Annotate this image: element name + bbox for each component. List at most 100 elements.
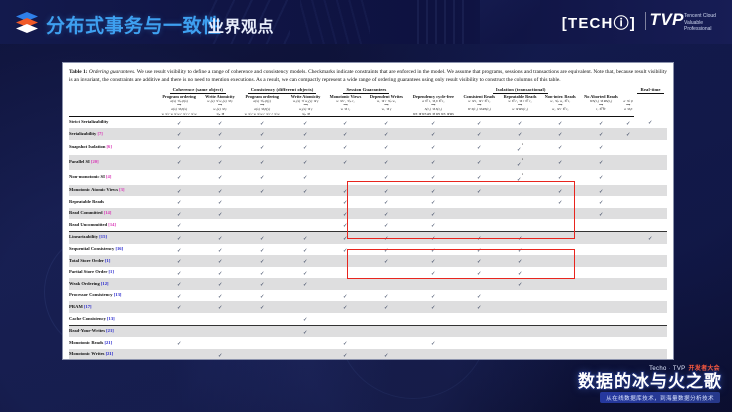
paper-table-figure: Table 1: Ordering guarantees. We use res… bbox=[62, 62, 674, 360]
check-cell: ✓ bbox=[499, 267, 540, 279]
checkmark-icon: ✓ bbox=[343, 160, 348, 167]
checkmark-icon: ✓ bbox=[343, 352, 348, 359]
check-cell: ✓ bbox=[459, 170, 499, 185]
check-cell bbox=[634, 278, 667, 290]
checkmark-icon: ✓ bbox=[176, 175, 182, 182]
check-cell: ✓ bbox=[157, 255, 201, 267]
check-cell bbox=[407, 324, 460, 338]
caption-title: Ordering guarantees. bbox=[88, 69, 136, 75]
column-note-4 bbox=[325, 111, 366, 117]
check-cell bbox=[459, 219, 499, 231]
check-cell bbox=[407, 349, 459, 359]
check-cell: ✓ bbox=[634, 230, 667, 244]
checkmark-icon: ✓ bbox=[430, 120, 436, 127]
check-cell bbox=[622, 290, 634, 302]
check-cell: ✓ bbox=[365, 255, 407, 267]
check-cell: ✓ bbox=[580, 170, 623, 185]
check-cell bbox=[365, 278, 407, 290]
check-cell bbox=[622, 324, 634, 338]
table-head: Coherence (same object) Consistency (diff… bbox=[69, 87, 667, 117]
check-cell: ✓ bbox=[157, 140, 201, 155]
checkmark-icon: ✓ bbox=[176, 120, 182, 127]
check-cell: ✓ bbox=[499, 128, 540, 140]
check-cell bbox=[499, 185, 540, 197]
group-header-label: Isolation (transactional) bbox=[492, 87, 549, 95]
check-cell: ✓ bbox=[580, 140, 623, 155]
check-cell: ✓ bbox=[541, 170, 580, 185]
checkmark-icon: ✓ bbox=[476, 132, 482, 139]
check-cell: ✓ bbox=[499, 255, 540, 267]
check-cell: ✓ bbox=[325, 230, 366, 244]
check-cell: ✓ bbox=[239, 255, 286, 267]
check-cell bbox=[499, 301, 540, 313]
check-cell: ✓ bbox=[157, 155, 201, 170]
check-cell bbox=[634, 219, 667, 231]
row-label: Total Store Order [1] bbox=[69, 257, 111, 263]
row-label: Cache Consistency [13] bbox=[69, 315, 115, 321]
checkmark-icon: ✓ bbox=[343, 211, 348, 218]
check-cell bbox=[622, 219, 634, 231]
column-header-6: Dependency cycle-free bbox=[412, 94, 454, 100]
table-corner-cell bbox=[69, 111, 157, 117]
check-cell bbox=[365, 337, 407, 349]
check-cell bbox=[622, 208, 634, 220]
checkmark-icon: ✓ bbox=[176, 211, 182, 218]
check-cell bbox=[622, 337, 634, 349]
checkmark-icon: ✓ bbox=[476, 247, 482, 254]
check-cell bbox=[157, 313, 201, 325]
footer-kicker-mid: TVP bbox=[672, 366, 686, 372]
checkmark-icon: ✓ bbox=[598, 200, 604, 207]
row-label: Monotonic Atomic Views [3] bbox=[69, 187, 125, 193]
check-cell bbox=[540, 324, 580, 338]
checkmark-icon: ✓ bbox=[598, 211, 604, 218]
group-header-label: Session Guarantees bbox=[343, 87, 390, 95]
checkmark-icon: ✓ bbox=[557, 160, 563, 167]
checkmark-icon: ✓ bbox=[259, 293, 265, 300]
table-row: Monotonic Reads [21] ✓ ✓ ✓ bbox=[69, 337, 667, 349]
checkmark-icon: ✓ bbox=[343, 293, 348, 300]
check-cell bbox=[622, 244, 634, 256]
check-cell bbox=[541, 208, 580, 220]
check-cell bbox=[459, 196, 499, 208]
checkmark-icon: ✓ bbox=[430, 188, 436, 195]
checkmark-icon: ✓ bbox=[217, 293, 223, 300]
check-cell bbox=[499, 208, 540, 220]
check-cell bbox=[201, 337, 238, 349]
checkmark-icon: ✓ bbox=[217, 352, 223, 359]
check-cell bbox=[540, 230, 580, 244]
check-cell: ✓ bbox=[157, 278, 201, 290]
check-cell: ✓ bbox=[459, 290, 499, 302]
column-note-10 bbox=[579, 111, 623, 117]
check-cell: ✓ bbox=[407, 155, 459, 170]
check-cell: ✓ bbox=[286, 255, 326, 267]
row-label: Read-Your-Writes [21] bbox=[69, 324, 157, 338]
column-formula-top-0: α(x) ≺ₚ β(x) ⟶ bbox=[170, 99, 188, 107]
check-cell: ✓ bbox=[286, 155, 326, 170]
table-row: Serializability [7] ✓ ✓ ✓ ✓ ✓ ✓ ✓ ✓ ✓ ✓ ✓ ✓ bbox=[69, 128, 667, 140]
checkmark-icon: ✓ bbox=[303, 132, 308, 139]
check-cell: ✓ bbox=[634, 116, 667, 128]
checkmark-icon: ✓ bbox=[217, 188, 223, 195]
checkmark-icon: ✓ bbox=[598, 145, 604, 152]
row-label: Partial Store Order [1] bbox=[69, 269, 114, 275]
checkmark-icon: ✓ bbox=[176, 341, 182, 348]
check-cell: ✓ bbox=[201, 244, 238, 256]
check-cell: ✓ bbox=[201, 128, 238, 140]
header-decoration-stripes-1 bbox=[200, 0, 290, 44]
check-cell bbox=[622, 155, 634, 170]
check-cell bbox=[365, 313, 407, 325]
check-cell bbox=[541, 290, 580, 302]
check-cell bbox=[499, 313, 540, 325]
check-cell: ✓ bbox=[239, 290, 286, 302]
checkmark-icon: ✓ bbox=[625, 120, 631, 127]
checkmark-icon: ✓ bbox=[176, 188, 182, 195]
check-cell: ✓ bbox=[157, 244, 201, 256]
checkmark-icon: ✓ bbox=[516, 162, 522, 169]
check-cell bbox=[622, 349, 634, 359]
check-cell: ✓ bbox=[285, 324, 326, 338]
check-cell bbox=[407, 278, 459, 290]
check-cell bbox=[201, 219, 238, 231]
check-cell bbox=[622, 230, 634, 244]
column-note-0: w ≺ r w ≺ w r ≺ r r ≺ w bbox=[157, 111, 202, 117]
check-cell: ✓ bbox=[365, 140, 407, 155]
